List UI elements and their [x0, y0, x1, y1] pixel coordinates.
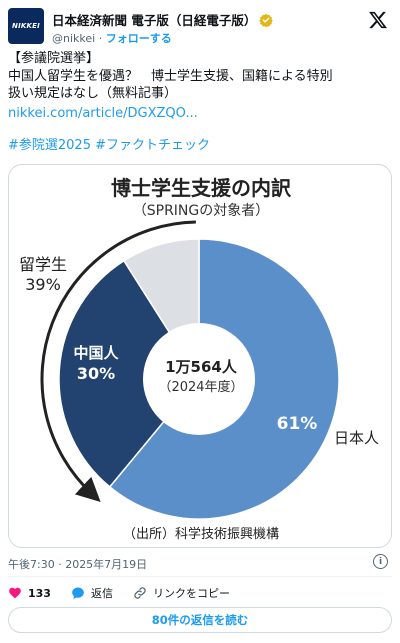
- tweet-text: 【参議院選挙】 中国人留学生を優遇？ 博士学生支援、国籍による特別 扱い規定はな…: [8, 50, 392, 155]
- center-total: 1万564人: [165, 358, 238, 376]
- infographic-card[interactable]: 博士学生支援の内訳 （SPRINGの対象者） 1万564人 （2024年度） 中…: [8, 164, 392, 548]
- reply-button[interactable]: 返信: [71, 585, 113, 601]
- like-count: 133: [28, 586, 51, 600]
- tweet-header: NIKKEI 日本経済新聞 電子版（日経電子版） @nikkei · フォローす…: [8, 8, 392, 48]
- reply-bubble-icon: [72, 587, 84, 599]
- tweet-line-1: 【参議院選挙】: [8, 51, 100, 66]
- pct-japan: 61%: [277, 414, 318, 434]
- pct-china: 30%: [77, 364, 115, 383]
- label-intl: 留学生: [19, 255, 67, 274]
- x-logo-icon[interactable]: [368, 10, 388, 30]
- verified-badge-icon: [259, 13, 274, 27]
- reply-label: 返信: [90, 587, 113, 600]
- divider: [8, 576, 392, 577]
- chart-subtitle: （SPRINGの対象者）: [133, 203, 270, 219]
- link-icon: [134, 587, 146, 599]
- heart-icon: [9, 587, 21, 599]
- action-bar: 133 返信 リンクをコピー: [8, 584, 250, 602]
- donut-hole: [143, 323, 255, 435]
- slice-china: [58, 259, 200, 488]
- center-year: （2024年度）: [158, 379, 243, 395]
- copy-link-button[interactable]: リンクをコピー: [133, 585, 230, 601]
- label-japan: 日本人: [334, 429, 379, 447]
- read-replies-button[interactable]: 80件の返信を読む: [8, 607, 392, 633]
- copy-link-label: リンクをコピー: [152, 587, 230, 600]
- chart-title: 博士学生支援の内訳: [111, 176, 292, 200]
- timestamp[interactable]: 午後7:30 · 2025年7月19日: [8, 558, 148, 571]
- chart-source: （出所）科学技術振興機構: [123, 526, 279, 542]
- tweet-line-3: 扱い規定はなし（無料記事）: [8, 86, 178, 101]
- account-name-row: 日本経済新聞 電子版（日経電子版）: [52, 10, 274, 29]
- intl-students-arc: [40, 220, 196, 502]
- account-name[interactable]: 日本経済新聞 電子版（日経電子版）: [52, 13, 257, 28]
- tweet-line-2: 中国人留学生を優遇？ 博士学生支援、国籍による特別: [8, 68, 333, 84]
- follow-button[interactable]: フォローする: [105, 32, 172, 45]
- hashtags[interactable]: #参院選2025 #ファクトチェック: [8, 138, 211, 153]
- pct-intl: 39%: [25, 275, 61, 294]
- like-button[interactable]: 133: [8, 586, 51, 600]
- avatar[interactable]: NIKKEI: [8, 8, 44, 44]
- info-icon[interactable]: i: [373, 554, 388, 569]
- separator: ·: [98, 32, 103, 45]
- handle-row: @nikkei · フォローする: [52, 30, 172, 46]
- account-handle[interactable]: @nikkei: [52, 32, 96, 45]
- donut-chart: 博士学生支援の内訳 （SPRINGの対象者） 1万564人 （2024年度） 中…: [19, 176, 379, 542]
- label-china: 中国人: [73, 344, 119, 362]
- article-link[interactable]: nikkei.com/article/DGXZQO...: [8, 105, 198, 121]
